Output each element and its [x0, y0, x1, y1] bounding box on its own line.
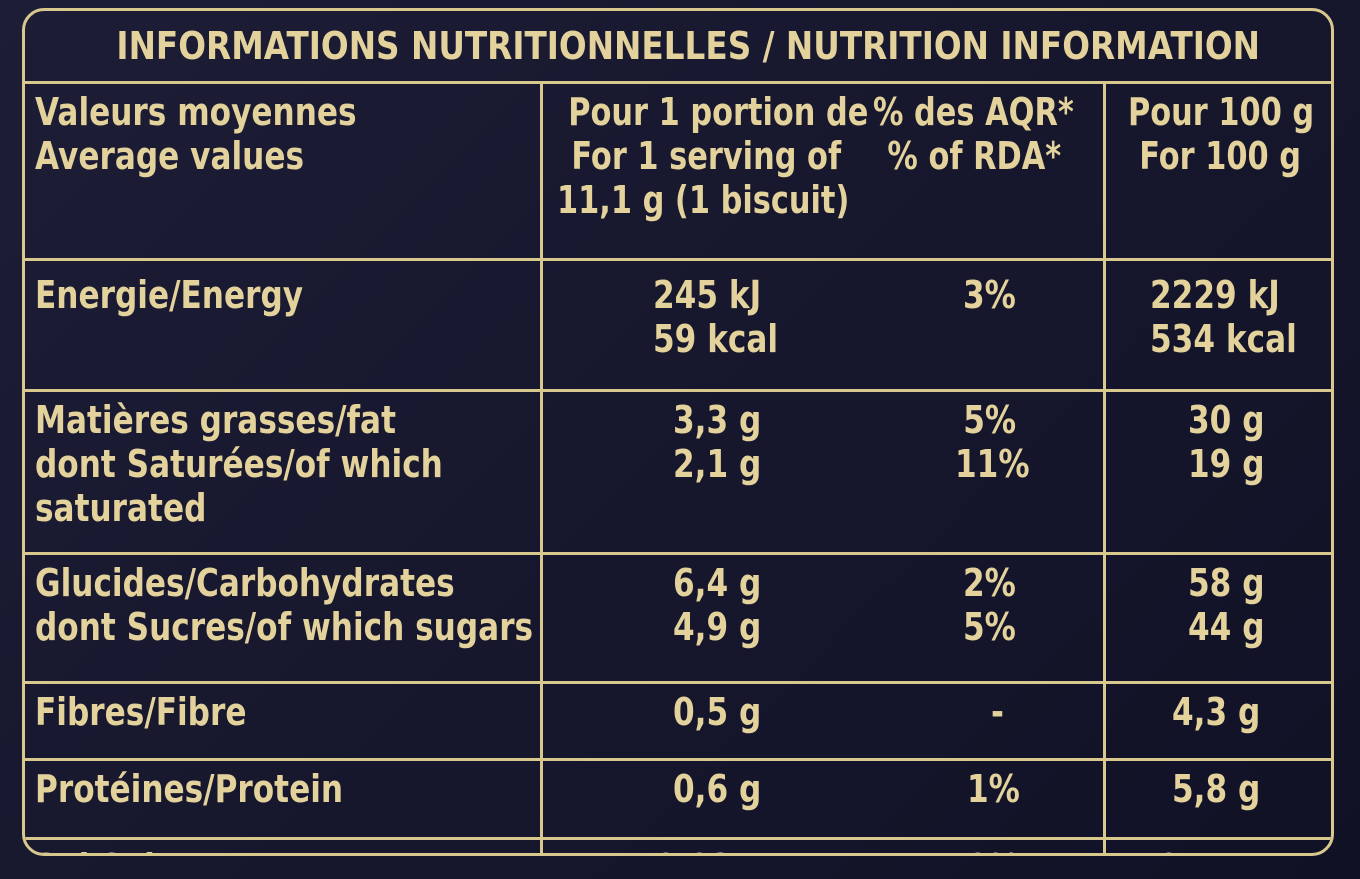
header-serving-en: For 1 serving of — [571, 134, 842, 178]
sugars-label: dont Sucres/of which sugars — [35, 605, 534, 649]
carbohydrate-serving-cell: 6,4 g 4,9 g 2% 5% — [541, 552, 1106, 683]
header-rda-en: % of RDA* — [887, 134, 1062, 178]
header-label-en: Average values — [35, 134, 305, 178]
protein-label: Protéines/Protein — [35, 767, 344, 811]
carbohydrate-serving: 6,4 g — [673, 561, 762, 605]
fat-row: Matières grasses/fat dont Saturées/of wh… — [25, 389, 1331, 554]
salt-per100-cell: 0,14 g — [1104, 837, 1331, 853]
protein-per100-cell: 5,8 g — [1104, 758, 1331, 839]
salt-serving-cell: 0,02 g 0% — [541, 837, 1106, 853]
fibre-serving-cell: 0,5 g - — [541, 681, 1106, 760]
header-rda-fr: % des AQR* — [873, 90, 1074, 134]
nutrition-table-frame: INFORMATIONS NUTRITIONNELLES / NUTRITION… — [22, 8, 1334, 856]
table-title: INFORMATIONS NUTRITIONNELLES / NUTRITION… — [116, 24, 1261, 68]
energy-rda: 3% — [963, 273, 1016, 317]
sugars-per100: 44 g — [1188, 605, 1265, 649]
fat-per100: 30 g — [1188, 398, 1265, 442]
fat-serving-cell: 3,3 g 2,1 g 5% 11% — [541, 389, 1106, 554]
saturates-serving: 2,1 g — [673, 442, 762, 486]
fat-rda: 5% — [963, 398, 1017, 442]
carbohydrate-label-cell: Glucides/Carbohydrates dont Sucres/of wh… — [25, 552, 543, 683]
energy-serving-kcal: 59 kcal — [653, 317, 779, 361]
header-serving-size: 11,1 g (1 biscuit) — [557, 178, 850, 222]
energy-per100-kcal: 534 kcal — [1150, 317, 1297, 361]
fibre-row: Fibres/Fibre 0,5 g - 4,3 g — [25, 681, 1331, 760]
fibre-per100: 4,3 g — [1172, 690, 1261, 734]
header-per100-en: For 100 g — [1139, 134, 1301, 178]
salt-rda: 0% — [967, 846, 1020, 853]
header-per100-cell: Pour 100 g For 100 g — [1104, 81, 1331, 260]
saturates-per100: 19 g — [1188, 442, 1265, 486]
saturates-label: dont Saturées/of which — [35, 442, 443, 486]
header-label-fr: Valeurs moyennes — [35, 90, 357, 134]
energy-label: Energie/Energy — [35, 273, 304, 317]
carbohydrate-row: Glucides/Carbohydrates dont Sucres/of wh… — [25, 552, 1331, 683]
carbohydrate-per100: 58 g — [1188, 561, 1265, 605]
carbohydrate-per100-cell: 58 g 44 g — [1104, 552, 1331, 683]
fibre-per100-cell: 4,3 g — [1104, 681, 1331, 760]
salt-row: Sel/Salt 0,02 g 0% 0,14 g — [25, 837, 1331, 853]
sugars-serving: 4,9 g — [673, 605, 762, 649]
table-header-row: Valeurs moyennes Average values Pour 1 p… — [25, 81, 1331, 260]
carbohydrate-rda: 2% — [963, 561, 1016, 605]
header-serving-fr: Pour 1 portion de — [568, 90, 869, 134]
salt-label: Sel/Salt — [35, 846, 170, 853]
fibre-serving: 0,5 g — [673, 690, 762, 734]
fat-per100-cell: 30 g 19 g — [1104, 389, 1331, 554]
protein-serving: 0,6 g — [673, 767, 762, 811]
energy-label-cell: Energie/Energy — [25, 258, 543, 391]
nutrition-table: Valeurs moyennes Average values Pour 1 p… — [25, 81, 1331, 853]
saturates-rda: 11% — [955, 442, 1030, 486]
protein-serving-cell: 0,6 g 1% — [541, 758, 1106, 839]
header-serving-cell: Pour 1 portion de For 1 serving of 11,1 … — [541, 81, 1106, 260]
saturates-label-cont: saturated — [35, 486, 207, 530]
protein-per100: 5,8 g — [1172, 767, 1261, 811]
energy-per100-cell: 2229 kJ 534 kcal — [1104, 258, 1331, 391]
header-per100-fr: Pour 100 g — [1128, 90, 1315, 134]
protein-row: Protéines/Protein 0,6 g 1% 5,8 g — [25, 758, 1331, 839]
energy-serving-kj: 245 kJ — [653, 273, 762, 317]
salt-serving: 0,02 g — [655, 846, 765, 853]
protein-rda: 1% — [967, 767, 1020, 811]
sugars-rda: 5% — [963, 605, 1016, 649]
energy-per100-kj: 2229 kJ — [1150, 273, 1280, 317]
salt-per100: 0,14 g — [1158, 846, 1268, 853]
fibre-label-cell: Fibres/Fibre — [25, 681, 543, 760]
protein-label-cell: Protéines/Protein — [25, 758, 543, 839]
fat-serving: 3,3 g — [673, 398, 762, 442]
fibre-rda: - — [991, 690, 1004, 734]
carbohydrate-label: Glucides/Carbohydrates — [35, 561, 455, 605]
energy-row: Energie/Energy 245 kJ 59 kcal 3% — [25, 258, 1331, 391]
fat-label: Matières grasses/fat — [35, 398, 396, 442]
salt-label-cell: Sel/Salt — [25, 837, 543, 853]
fibre-label: Fibres/Fibre — [35, 690, 247, 734]
header-label-cell: Valeurs moyennes Average values — [25, 81, 543, 260]
fat-label-cell: Matières grasses/fat dont Saturées/of wh… — [25, 389, 543, 554]
energy-serving-cell: 245 kJ 59 kcal 3% — [541, 258, 1106, 391]
